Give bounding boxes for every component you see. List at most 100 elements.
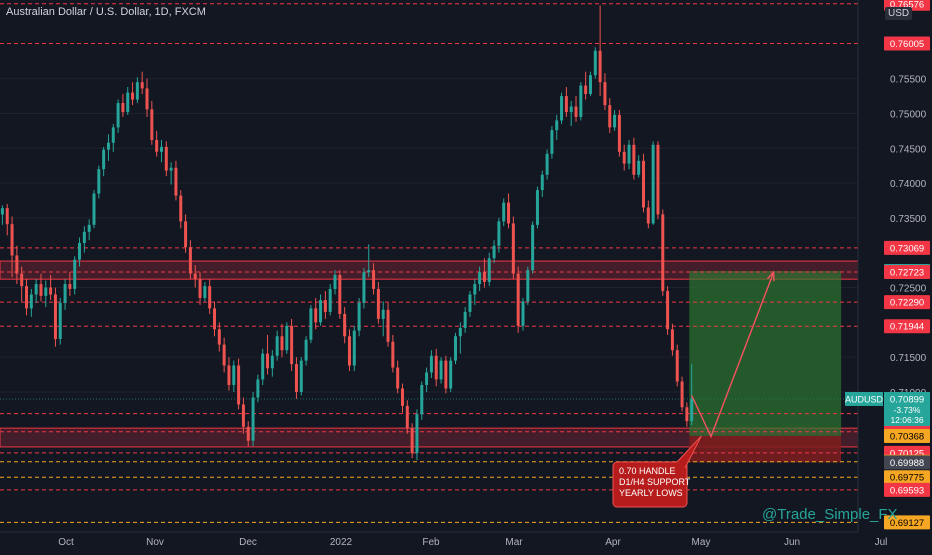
candle-body xyxy=(145,88,149,110)
time-tick-label: Apr xyxy=(605,537,621,548)
candle-body xyxy=(198,279,202,298)
candle-body xyxy=(323,300,327,312)
candle-body xyxy=(357,302,361,331)
candle-body xyxy=(613,114,617,128)
candle-body xyxy=(116,103,120,128)
symbol-badge: AUDUSD xyxy=(845,394,884,404)
candle-body xyxy=(468,294,472,312)
candle-body xyxy=(159,146,163,152)
candle-body xyxy=(82,231,86,243)
candle-body xyxy=(410,428,414,454)
time-tick-label: Jul xyxy=(875,537,888,548)
candle-body xyxy=(251,397,255,441)
candle-body xyxy=(516,273,520,326)
time-tick-label: Oct xyxy=(58,537,74,548)
candle-body xyxy=(5,208,9,225)
candle-body xyxy=(540,174,544,191)
candle-body xyxy=(73,259,77,289)
price-label-bg xyxy=(884,428,930,443)
price-label-bg xyxy=(884,264,930,279)
candle-body xyxy=(593,50,597,76)
candle-body xyxy=(29,294,33,309)
candle-body xyxy=(343,313,347,337)
candle-body xyxy=(270,355,274,369)
callout-line: 0.70 HANDLE xyxy=(619,466,676,476)
candle-body xyxy=(184,221,188,248)
price-axis: 0.75500 0.75000 0.74500 0.74000 0.73500 0.725… xyxy=(845,0,932,550)
candle-body xyxy=(507,202,511,224)
candle-body xyxy=(632,144,636,175)
price-label-bg xyxy=(884,470,930,485)
price-tick-label: 0.75500 xyxy=(890,75,927,86)
candle-body xyxy=(449,360,453,389)
candle-body xyxy=(299,360,303,392)
candle-body xyxy=(68,284,72,289)
time-tick-label: Feb xyxy=(422,537,440,548)
candle-body xyxy=(49,287,53,295)
candle-body xyxy=(328,288,332,312)
candle-body xyxy=(685,407,689,422)
price-label-bg xyxy=(884,240,930,255)
candle-body xyxy=(213,308,216,330)
candle-body xyxy=(497,221,501,246)
long-position xyxy=(689,270,842,463)
price-label-bg xyxy=(884,482,930,497)
candle-body xyxy=(290,325,294,365)
candle-body xyxy=(535,190,539,225)
candle-body xyxy=(376,288,380,319)
candle-body xyxy=(174,167,178,196)
candle-body xyxy=(256,379,260,398)
candle-body xyxy=(169,167,173,171)
candle-body xyxy=(482,272,486,282)
candle-body xyxy=(574,106,578,117)
price-label: 0.70368 xyxy=(890,431,924,442)
candle-body xyxy=(63,284,67,303)
candle-body xyxy=(227,365,231,385)
candle-body xyxy=(405,405,409,429)
candle-body xyxy=(531,224,535,271)
candle-body xyxy=(188,247,192,274)
candle-body xyxy=(92,193,96,225)
candle-body xyxy=(666,290,670,330)
candle-body xyxy=(381,309,385,319)
time-tick-label: 2022 xyxy=(330,537,353,548)
price-tick-label: 0.72500 xyxy=(890,284,927,295)
symbol-badge-bg xyxy=(845,391,883,406)
candle-body xyxy=(555,120,559,131)
candle-body xyxy=(246,426,250,441)
candle-body xyxy=(550,130,554,154)
candle-body xyxy=(642,160,645,208)
candle-body xyxy=(319,300,323,323)
candle-body xyxy=(314,308,318,323)
candle-body xyxy=(569,106,573,113)
candle-body xyxy=(58,302,62,340)
time-tick-label: May xyxy=(692,537,711,548)
candle-body xyxy=(396,367,400,389)
price-label-bg xyxy=(884,319,930,334)
price-label: 0.72290 xyxy=(890,298,924,309)
candle-body xyxy=(439,360,443,380)
trade-path xyxy=(691,270,775,439)
candle-body xyxy=(492,245,496,259)
candle-body xyxy=(386,309,390,342)
time-tick-label: Mar xyxy=(505,537,523,548)
candle-body xyxy=(106,142,110,150)
candle-body xyxy=(78,242,82,260)
candle-body xyxy=(415,414,419,454)
candle-body xyxy=(102,149,106,170)
candle-body xyxy=(164,146,168,171)
candle-body xyxy=(400,388,404,406)
candle-body xyxy=(608,105,612,128)
candle-body xyxy=(690,398,694,422)
price-label: 0.71944 xyxy=(890,322,924,333)
price-label: 0.73069 xyxy=(890,243,924,254)
chart-header: Australian Dollar / U.S. Dollar, 1D, FXC… xyxy=(6,6,206,18)
levels xyxy=(0,3,858,523)
price-tick-label: 0.71500 xyxy=(890,353,927,364)
candle-body xyxy=(598,50,602,83)
candle-body xyxy=(579,85,583,117)
price-tick-label: 0.75000 xyxy=(890,109,927,120)
candle-body xyxy=(25,286,29,309)
